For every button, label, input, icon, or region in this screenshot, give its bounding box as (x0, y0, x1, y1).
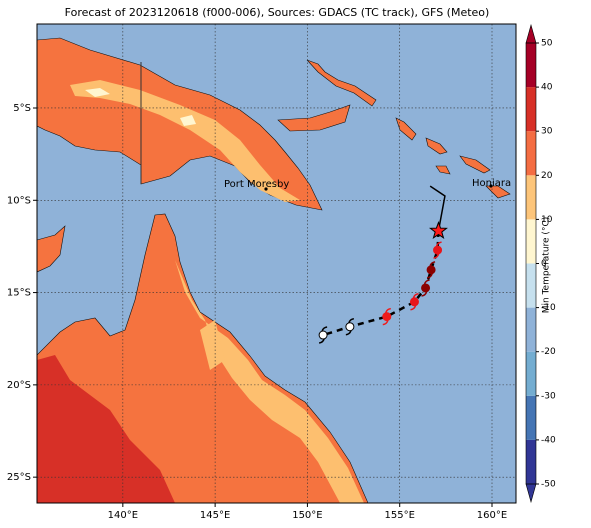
y-tick-label: 25°S (7, 472, 31, 483)
overlay: Port Moresby Honiara (37, 24, 516, 503)
colorbar-band (526, 307, 536, 352)
storm-eye (345, 322, 355, 332)
y-tick-label: 20°S (7, 380, 31, 391)
y-tick-label: 5°S (13, 103, 31, 114)
city-label: Honiara (472, 178, 511, 189)
land (395, 117, 417, 141)
land-shade (37, 355, 175, 503)
storm-marker (433, 241, 443, 259)
storm-eye (421, 283, 431, 293)
storm-eye (382, 312, 392, 322)
land (306, 59, 377, 107)
colorbar-tick-label: 20 (541, 171, 553, 181)
colorbar-band (526, 219, 536, 264)
colorbar-tick-label: -50 (541, 480, 556, 490)
land-shade (200, 320, 225, 370)
storm-marker (318, 326, 328, 344)
city-label: Port Moresby (224, 179, 289, 190)
colorbar-band (526, 351, 536, 396)
colorbar-tick-label: 0 (541, 259, 547, 269)
colorbar-band (526, 175, 536, 220)
y-tick-label: 15°S (7, 288, 31, 299)
storm-star (428, 220, 448, 239)
storm-eye (426, 265, 436, 275)
colorbar-tick-label: 40 (541, 83, 553, 93)
storm-eye (318, 330, 328, 340)
x-tick-label: 145°E (200, 510, 230, 521)
y-tick-label: 10°S (7, 195, 31, 206)
x-tick-label: 160°E (477, 510, 507, 521)
storm-eye (409, 297, 419, 307)
storm-eye (433, 245, 443, 255)
title: Forecast of 2023120618 (f000-006), Sourc… (65, 6, 490, 19)
colorbar-extend (525, 483, 537, 504)
x-tick-label: 140°E (108, 510, 138, 521)
city-marker (264, 187, 268, 191)
storm-marker (426, 261, 436, 279)
colorbar-tick-label: -40 (541, 435, 556, 445)
colorbar-band (526, 131, 536, 176)
colorbar-extend (525, 23, 537, 44)
colorbar-tick-label: -10 (541, 303, 556, 313)
land (435, 165, 451, 175)
land (425, 137, 448, 155)
colorbar-tick-label: 30 (541, 127, 553, 137)
land-shade (70, 80, 300, 202)
land-shade (85, 88, 110, 97)
city-marker (489, 184, 493, 188)
colorbar-tick-label: -20 (541, 347, 556, 357)
colorbar-band (526, 43, 536, 88)
colorbar-band (526, 395, 536, 440)
land-shade (180, 115, 196, 126)
land (37, 225, 66, 273)
colorbar-tick-label: 10 (541, 215, 553, 225)
land (459, 155, 491, 174)
storm-marker (409, 293, 419, 311)
colorbar-tick-label: -30 (541, 391, 556, 401)
colorbar-band (526, 439, 536, 484)
x-tick-label: 155°E (385, 510, 415, 521)
storm-marker (421, 279, 431, 297)
colorbar-tick-label: 50 (541, 39, 553, 49)
colorbar-band (526, 87, 536, 132)
map-frame (36, 23, 517, 504)
colorbar-label: Min Temperature (°C) (542, 217, 552, 314)
storm-marker (382, 307, 392, 326)
map (37, 24, 516, 503)
x-tick-label: 150°E (292, 510, 322, 521)
storm-marker (345, 317, 355, 336)
colorbar-band (526, 263, 536, 308)
land-shade (175, 260, 364, 503)
past-track (429, 185, 446, 232)
land (277, 104, 351, 132)
